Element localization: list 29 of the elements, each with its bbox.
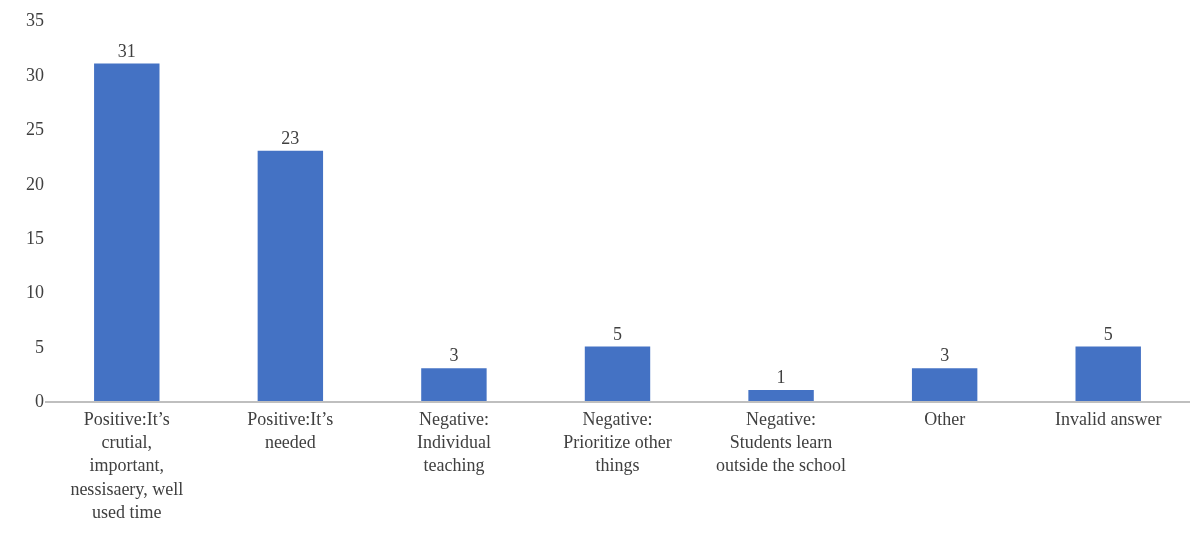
x-tick-label: Other [924, 408, 966, 429]
data-label: 3 [940, 345, 950, 366]
bar [1075, 346, 1141, 401]
y-tick-label: 10 [26, 282, 44, 303]
data-label: 5 [613, 323, 622, 344]
bar [911, 368, 978, 401]
x-tick-label: Negative: Individual teaching [416, 408, 491, 476]
bar [257, 150, 324, 401]
x-tick-label: Positive:It’s needed [247, 408, 334, 452]
x-tick-label: Invalid answer [1054, 408, 1162, 429]
y-tick-label: 35 [26, 10, 44, 31]
data-label: 3 [449, 345, 459, 366]
data-label: 5 [1103, 323, 1113, 344]
x-tick-label: Positive:It’s crutial, important, nessisaery, well used time [70, 408, 184, 523]
y-tick-label: 25 [26, 119, 44, 140]
y-tick-label: 5 [35, 336, 44, 357]
y-tick-label: 0 [35, 391, 44, 412]
x-tick-label: Negative: Prioritize other things [563, 408, 672, 476]
bar [421, 368, 487, 401]
y-tick-label: 15 [26, 228, 44, 249]
x-tick-label: Negative: Students learn outside the school [716, 408, 847, 476]
y-tick-label: 30 [26, 64, 44, 85]
bar [94, 63, 160, 401]
y-tick-label: 20 [26, 173, 44, 194]
data-label: 23 [281, 127, 300, 148]
data-label: 31 [117, 40, 136, 61]
bar [748, 390, 814, 401]
bar [584, 346, 651, 401]
data-label: 1 [776, 367, 786, 388]
